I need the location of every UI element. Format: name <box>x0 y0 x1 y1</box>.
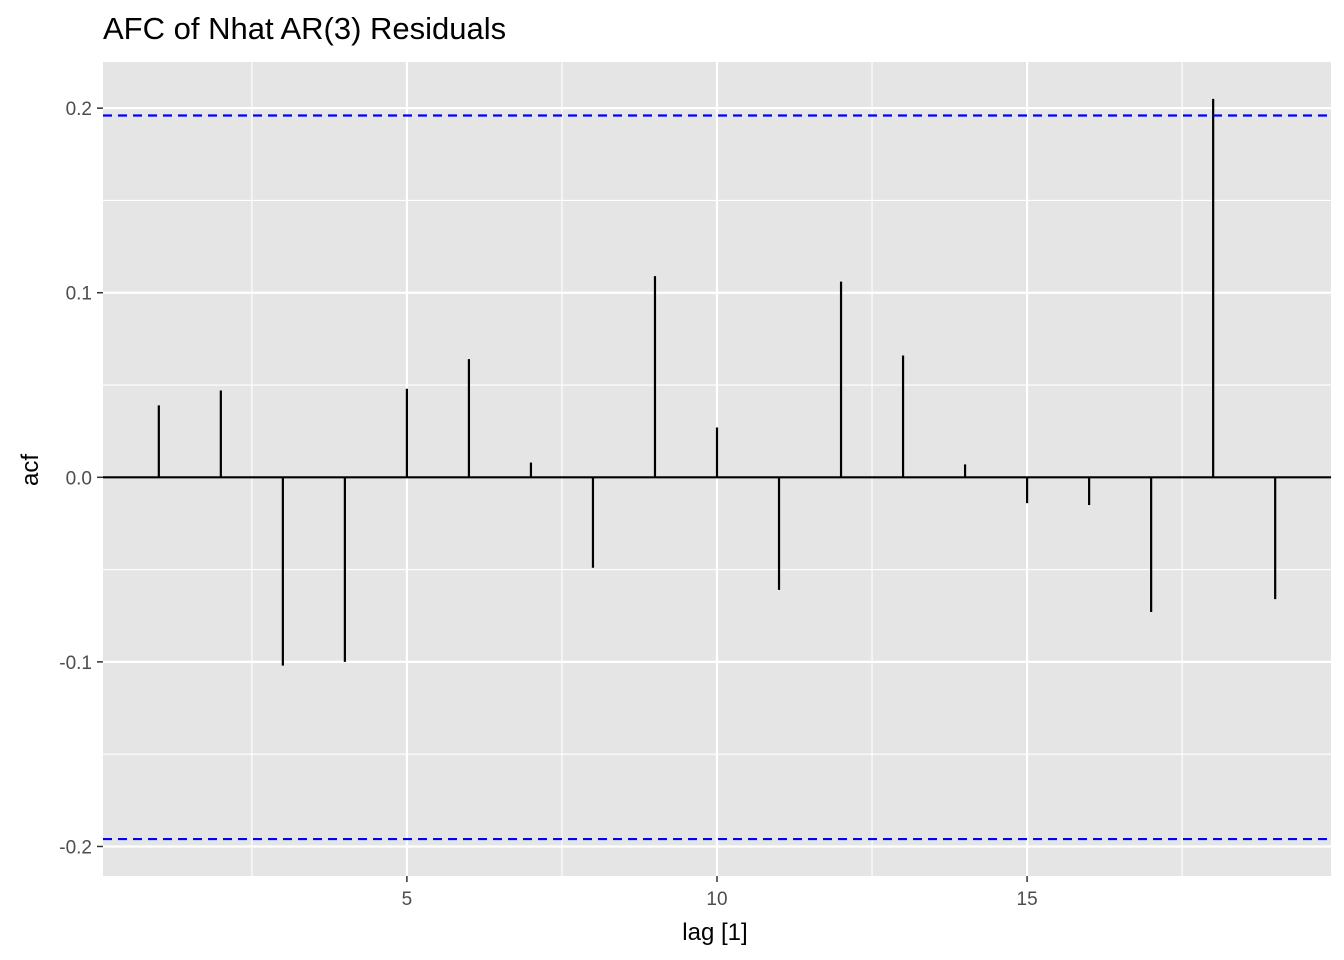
acf-bars <box>157 98 1277 666</box>
x-axis-title: lag [1] <box>682 919 747 946</box>
chart-title: AFC of Nhat AR(3) Residuals <box>103 11 506 46</box>
x-axis-ticks: 5 10 15 <box>402 876 1038 910</box>
y-tick-label: 0.2 <box>66 99 92 120</box>
y-tick-label: 0.0 <box>66 468 92 489</box>
x-tick-label: 10 <box>706 889 727 910</box>
y-tick-label: -0.1 <box>59 653 92 674</box>
confidence-lines <box>103 114 1331 841</box>
y-tick-label: -0.2 <box>59 837 92 858</box>
x-tick-label: 5 <box>402 889 413 910</box>
y-axis-ticks: -0.2 -0.1 0.0 0.1 0.2 <box>59 99 103 858</box>
y-axis-title: acf <box>17 454 44 486</box>
x-tick-label: 15 <box>1017 889 1038 910</box>
y-tick-label: 0.1 <box>66 284 92 305</box>
